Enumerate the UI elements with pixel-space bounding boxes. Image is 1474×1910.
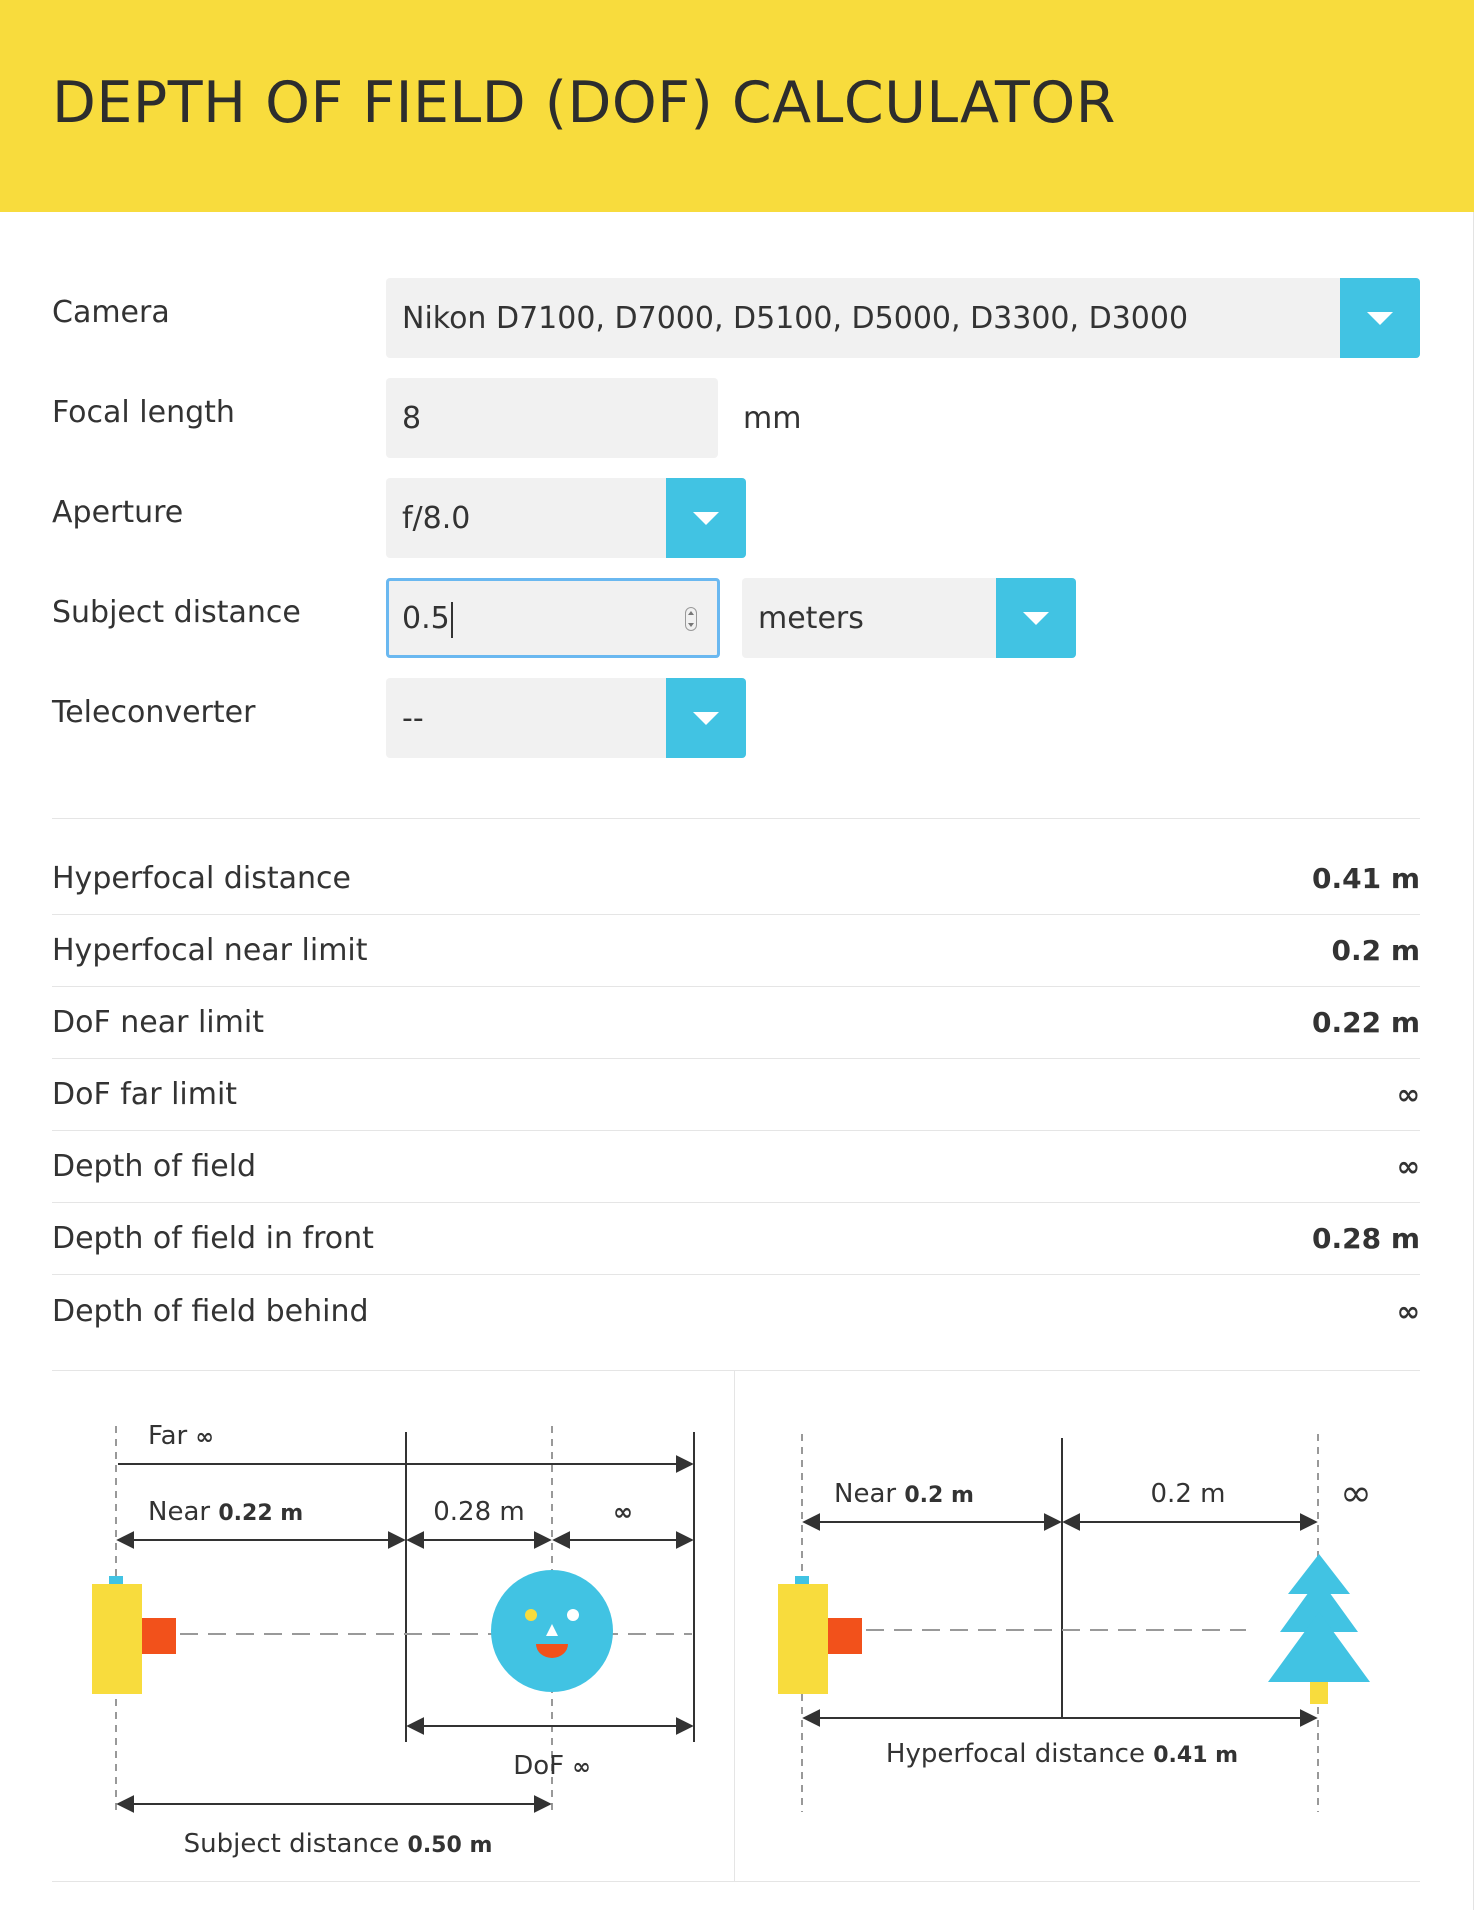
result-value: 0.22 m <box>1311 1006 1420 1039</box>
result-value: 0.28 m <box>1311 1222 1420 1255</box>
focal-length-value: 8 <box>402 400 422 436</box>
result-value: ∞ <box>1396 1294 1420 1328</box>
divider <box>52 1370 1420 1371</box>
result-row-dof-near-limit: DoF near limit 0.22 m <box>52 987 1420 1059</box>
spinner-icon[interactable] <box>685 607 697 631</box>
text-caret <box>451 602 453 638</box>
result-label: Depth of field in front <box>52 1221 374 1256</box>
chevron-down-icon <box>1023 612 1049 625</box>
subject-distance-label: Subject distance <box>52 595 301 630</box>
focal-length-input[interactable]: 8 <box>386 378 718 458</box>
camera-value: Nikon D7100, D7000, D5100, D5000, D3300,… <box>402 300 1189 336</box>
diagram-divider <box>734 1371 735 1881</box>
result-row-depth-in-front: Depth of field in front 0.28 m <box>52 1203 1420 1275</box>
far-label: Far ∞ <box>148 1421 214 1451</box>
behind-depth-label: ∞ <box>613 1498 633 1526</box>
result-value: 0.41 m <box>1311 862 1420 895</box>
aperture-select[interactable]: f/8.0 <box>386 478 746 558</box>
result-row-dof-far-limit: DoF far limit ∞ <box>52 1059 1420 1131</box>
hf-span-label: 0.2 m <box>1151 1479 1226 1509</box>
hyperfocal-diagram: Near 0.2 m 0.2 m ∞ Hyperfocal distance 0… <box>736 1372 1420 1880</box>
front-depth-label: 0.28 m <box>433 1497 524 1527</box>
chevron-down-icon <box>693 512 719 525</box>
distance-unit-select[interactable]: meters <box>742 578 1076 658</box>
focal-length-unit: mm <box>743 400 802 436</box>
distance-unit-dropdown-button[interactable] <box>996 578 1076 658</box>
result-row-depth-behind: Depth of field behind ∞ <box>52 1275 1420 1347</box>
result-label: Depth of field behind <box>52 1293 369 1329</box>
camera-dropdown-button[interactable] <box>1340 278 1420 358</box>
focal-length-label: Focal length <box>52 395 235 430</box>
result-label: DoF far limit <box>52 1077 238 1112</box>
camera-select[interactable]: Nikon D7100, D7000, D5100, D5000, D3300,… <box>386 278 1420 358</box>
subject-distance-input[interactable]: 0.5 <box>386 578 720 658</box>
chevron-down-icon <box>1367 312 1393 325</box>
teleconverter-select[interactable]: -- <box>386 678 746 758</box>
near-label: Near 0.22 m <box>148 1497 303 1527</box>
dof-label: DoF ∞ <box>513 1751 590 1781</box>
subject-distance-value: 0.5 <box>402 600 450 636</box>
camera-icon <box>92 1576 176 1694</box>
result-row-depth-of-field: Depth of field ∞ <box>52 1131 1420 1203</box>
aperture-label: Aperture <box>52 495 184 530</box>
result-label: DoF near limit <box>52 1005 264 1040</box>
result-value: ∞ <box>1396 1150 1420 1183</box>
aperture-dropdown-button[interactable] <box>666 478 746 558</box>
divider <box>52 1881 1420 1882</box>
subject-distance-caption: Subject distance 0.50 m <box>184 1829 493 1859</box>
divider <box>52 818 1420 819</box>
dof-diagram: Far ∞ Near 0.22 m 0.28 m ∞ DoF ∞ Subject… <box>52 1372 732 1880</box>
result-row-hyperfocal-distance: Hyperfocal distance 0.41 m <box>52 843 1420 915</box>
page-header: DEPTH OF FIELD (DOF) CALCULATOR <box>0 0 1474 212</box>
aperture-value: f/8.0 <box>402 500 471 536</box>
result-value: 0.2 m <box>1331 934 1420 967</box>
result-label: Hyperfocal near limit <box>52 933 368 968</box>
chevron-down-icon <box>693 712 719 725</box>
teleconverter-dropdown-button[interactable] <box>666 678 746 758</box>
distance-unit-value: meters <box>758 600 864 636</box>
camera-icon <box>778 1576 862 1694</box>
teleconverter-value: -- <box>402 700 424 736</box>
result-label: Depth of field <box>52 1149 257 1184</box>
hf-near-label: Near 0.2 m <box>834 1479 974 1509</box>
page-title: DEPTH OF FIELD (DOF) CALCULATOR <box>52 70 1116 136</box>
result-row-hyperfocal-near-limit: Hyperfocal near limit 0.2 m <box>52 915 1420 987</box>
camera-label: Camera <box>52 295 170 330</box>
result-value: ∞ <box>1396 1078 1420 1111</box>
hyperfocal-distance-caption: Hyperfocal distance 0.41 m <box>886 1739 1238 1769</box>
result-label: Hyperfocal distance <box>52 861 351 896</box>
infinity-icon: ∞ <box>1340 1471 1372 1515</box>
face-icon <box>491 1570 613 1692</box>
teleconverter-label: Teleconverter <box>52 695 256 730</box>
tree-icon <box>1268 1554 1370 1704</box>
